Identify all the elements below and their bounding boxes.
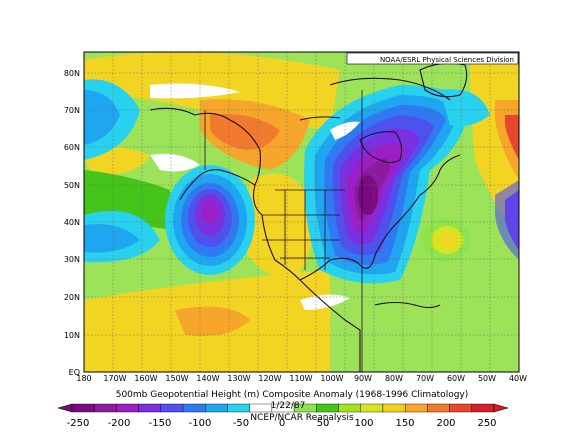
lon-label: 170W bbox=[103, 374, 126, 383]
colorbar-label: -50 bbox=[233, 418, 249, 429]
colorbar-swatch bbox=[116, 403, 139, 413]
lon-label: 100W bbox=[320, 374, 343, 383]
colorbar-swatch bbox=[404, 403, 428, 413]
date-label: 1/22/87 bbox=[271, 401, 306, 411]
colorbar-swatch bbox=[182, 403, 206, 413]
colorbar-label: 50 bbox=[317, 418, 330, 429]
colorbar-arrow-right bbox=[493, 403, 509, 413]
lon-label: 80W bbox=[385, 374, 403, 383]
colorbar-label: -250 bbox=[67, 418, 90, 429]
colorbar-label: 0 bbox=[279, 418, 285, 429]
lat-label: 50N bbox=[64, 181, 80, 190]
lat-label: 40N bbox=[64, 218, 80, 227]
colorbar-swatch bbox=[382, 403, 406, 413]
colorbar-swatch bbox=[160, 403, 184, 413]
colorbar-swatch bbox=[138, 403, 162, 413]
colorbar-label: -100 bbox=[189, 418, 212, 429]
colorbar-swatch bbox=[471, 403, 495, 413]
colorbar-label: -150 bbox=[149, 418, 172, 429]
lon-label: 70W bbox=[416, 374, 434, 383]
lon-label: 140W bbox=[196, 374, 219, 383]
colorbar-label: 100 bbox=[354, 418, 373, 429]
colorbar bbox=[57, 403, 509, 413]
colorbar-label: 150 bbox=[395, 418, 414, 429]
lon-label: 50W bbox=[478, 374, 496, 383]
colorbar-swatch bbox=[316, 403, 339, 413]
lat-label: 70N bbox=[64, 106, 80, 115]
source-label: NCEP/NCAR Reanalysis bbox=[250, 413, 354, 423]
colorbar-labels: -250 -200 -150 -100 -50 0 50 100 150 200… bbox=[67, 418, 497, 429]
lon-label: 130W bbox=[227, 374, 250, 383]
lat-labels: EQ 10N 20N 30N 40N 50N 60N 70N 80N bbox=[64, 69, 80, 377]
lat-label: 10N bbox=[64, 331, 80, 340]
colorbar-label: 250 bbox=[477, 418, 496, 429]
lat-label: 60N bbox=[64, 143, 80, 152]
lon-label: 180 bbox=[76, 374, 91, 383]
lon-label: 60W bbox=[447, 374, 465, 383]
colorbar-label: -200 bbox=[108, 418, 131, 429]
colorbar-swatch bbox=[360, 403, 384, 413]
credit-label: NOAA/ESRL Physical Sciences Division bbox=[380, 56, 514, 64]
lat-label: 20N bbox=[64, 293, 80, 302]
lat-label: EQ bbox=[69, 368, 80, 377]
lon-labels: 180 170W 160W 150W 140W 130W 120W 110W 1… bbox=[76, 374, 527, 383]
lon-label: 160W bbox=[134, 374, 157, 383]
lon-label: 110W bbox=[289, 374, 312, 383]
lat-label: 80N bbox=[64, 69, 80, 78]
colorbar-swatch bbox=[449, 403, 472, 413]
state-borders bbox=[204, 90, 363, 372]
colorbar-swatch bbox=[249, 403, 273, 413]
colorbar-swatch bbox=[227, 403, 250, 413]
colorbar-swatch bbox=[338, 403, 361, 413]
lon-label: 120W bbox=[258, 374, 281, 383]
map-title: 500mb Geopotential Height (m) Composite … bbox=[116, 390, 469, 400]
colorbar-swatch bbox=[94, 403, 117, 413]
lon-label: 150W bbox=[165, 374, 188, 383]
lon-label: 40W bbox=[509, 374, 527, 383]
coastlines bbox=[149, 62, 468, 372]
colorbar-arrow-left bbox=[57, 403, 73, 413]
colorbar-swatch bbox=[71, 403, 95, 413]
colorbar-swatch bbox=[205, 403, 228, 413]
lat-label: 30N bbox=[64, 255, 80, 264]
colorbar-label: 200 bbox=[436, 418, 455, 429]
lon-label: 90W bbox=[354, 374, 372, 383]
colorbar-swatch bbox=[427, 403, 450, 413]
anomaly-field bbox=[84, 52, 519, 372]
